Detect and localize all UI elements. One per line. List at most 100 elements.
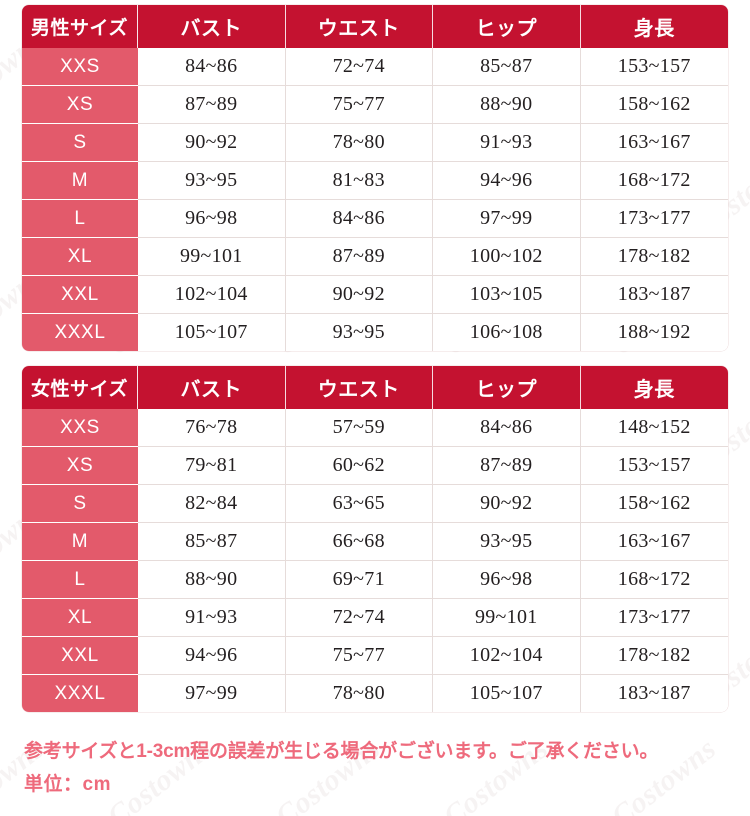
size-label-cell: XL <box>22 237 138 275</box>
measurement-cell-bust: 79~81 <box>138 446 286 484</box>
column-header-height: 身長 <box>580 366 728 409</box>
measurement-cell-bust: 91~93 <box>138 598 286 636</box>
measurement-cell-bust: 97~99 <box>138 674 286 712</box>
table-row: S 82~84 63~65 90~92 158~162 <box>22 484 728 522</box>
measurement-cell-height: 153~157 <box>580 446 728 484</box>
measurement-cell-hip: 106~108 <box>433 313 581 351</box>
column-header-bust: バスト <box>138 5 286 48</box>
size-label-cell: XL <box>22 598 138 636</box>
measurement-cell-bust: 84~86 <box>138 48 286 85</box>
table-row: XL 91~93 72~74 99~101 173~177 <box>22 598 728 636</box>
size-label-cell: XS <box>22 446 138 484</box>
table-row: XXS 84~86 72~74 85~87 153~157 <box>22 48 728 85</box>
size-table-male-header: 男性サイズ バスト ウエスト ヒップ 身長 <box>22 5 728 48</box>
measurement-cell-bust: 85~87 <box>138 522 286 560</box>
size-table-male-container: 男性サイズ バスト ウエスト ヒップ 身長 XXS 84~86 72~74 85~87… <box>22 5 728 351</box>
measurement-cell-waist: 78~80 <box>285 674 433 712</box>
measurement-cell-bust: 87~89 <box>138 85 286 123</box>
size-table-female-body: XXS 76~78 57~59 84~86 148~152 XS 79~81 60~62 87~… <box>22 409 728 712</box>
size-label-cell: XXS <box>22 409 138 446</box>
measurement-cell-height: 158~162 <box>580 85 728 123</box>
measurement-cell-hip: 93~95 <box>433 522 581 560</box>
column-header-hip: ヒップ <box>433 366 581 409</box>
measurement-cell-height: 183~187 <box>580 275 728 313</box>
table-row: XL 99~101 87~89 100~102 178~182 <box>22 237 728 275</box>
measurement-cell-height: 178~182 <box>580 636 728 674</box>
column-header-bust: バスト <box>138 366 286 409</box>
column-header-size: 男性サイズ <box>22 5 138 48</box>
measurement-cell-bust: 99~101 <box>138 237 286 275</box>
table-row: M 93~95 81~83 94~96 168~172 <box>22 161 728 199</box>
table-row: M 85~87 66~68 93~95 163~167 <box>22 522 728 560</box>
measurement-cell-waist: 93~95 <box>285 313 433 351</box>
size-label-cell: S <box>22 123 138 161</box>
footer-note: 参考サイズと1-3cm程の誤差が生じる場合がございます。ご了承ください。 単位：… <box>24 735 730 801</box>
measurement-cell-hip: 91~93 <box>433 123 581 161</box>
measurement-cell-height: 173~177 <box>580 199 728 237</box>
measurement-cell-bust: 94~96 <box>138 636 286 674</box>
measurement-cell-hip: 102~104 <box>433 636 581 674</box>
measurement-cell-hip: 96~98 <box>433 560 581 598</box>
measurement-cell-hip: 97~99 <box>433 199 581 237</box>
size-label-cell: XXL <box>22 275 138 313</box>
measurement-cell-bust: 88~90 <box>138 560 286 598</box>
measurement-cell-height: 168~172 <box>580 161 728 199</box>
measurement-cell-waist: 84~86 <box>285 199 433 237</box>
measurement-cell-bust: 82~84 <box>138 484 286 522</box>
size-label-cell: M <box>22 161 138 199</box>
measurement-cell-waist: 63~65 <box>285 484 433 522</box>
measurement-cell-hip: 100~102 <box>433 237 581 275</box>
measurement-cell-waist: 75~77 <box>285 636 433 674</box>
measurement-cell-hip: 99~101 <box>433 598 581 636</box>
column-header-waist: ウエスト <box>285 5 433 48</box>
table-row: XXL 94~96 75~77 102~104 178~182 <box>22 636 728 674</box>
measurement-cell-hip: 105~107 <box>433 674 581 712</box>
measurement-cell-waist: 87~89 <box>285 237 433 275</box>
size-label-cell: XS <box>22 85 138 123</box>
column-header-waist: ウエスト <box>285 366 433 409</box>
measurement-cell-hip: 85~87 <box>433 48 581 85</box>
unit-text: 単位：cm <box>24 774 111 795</box>
measurement-cell-height: 178~182 <box>580 237 728 275</box>
measurement-cell-height: 163~167 <box>580 522 728 560</box>
measurement-cell-bust: 76~78 <box>138 409 286 446</box>
measurement-cell-height: 168~172 <box>580 560 728 598</box>
measurement-cell-waist: 75~77 <box>285 85 433 123</box>
size-label-cell: L <box>22 199 138 237</box>
table-row: XXXL 105~107 93~95 106~108 188~192 <box>22 313 728 351</box>
measurement-cell-height: 183~187 <box>580 674 728 712</box>
measurement-cell-hip: 90~92 <box>433 484 581 522</box>
measurement-cell-hip: 84~86 <box>433 409 581 446</box>
measurement-cell-hip: 88~90 <box>433 85 581 123</box>
measurement-cell-hip: 94~96 <box>433 161 581 199</box>
table-row: XS 87~89 75~77 88~90 158~162 <box>22 85 728 123</box>
column-header-hip: ヒップ <box>433 5 581 48</box>
measurement-cell-height: 188~192 <box>580 313 728 351</box>
table-header-row: 男性サイズ バスト ウエスト ヒップ 身長 <box>22 5 728 48</box>
measurement-cell-height: 158~162 <box>580 484 728 522</box>
size-label-cell: XXXL <box>22 674 138 712</box>
table-row: XS 79~81 60~62 87~89 153~157 <box>22 446 728 484</box>
size-disclaimer-text: 参考サイズと1-3cm程の誤差が生じる場合がございます。ご了承ください。 <box>24 741 659 762</box>
measurement-cell-height: 163~167 <box>580 123 728 161</box>
measurement-cell-waist: 72~74 <box>285 48 433 85</box>
measurement-cell-waist: 57~59 <box>285 409 433 446</box>
measurement-cell-bust: 102~104 <box>138 275 286 313</box>
size-label-cell: XXL <box>22 636 138 674</box>
measurement-cell-height: 148~152 <box>580 409 728 446</box>
measurement-cell-waist: 81~83 <box>285 161 433 199</box>
size-label-cell: S <box>22 484 138 522</box>
measurement-cell-hip: 87~89 <box>433 446 581 484</box>
column-header-height: 身長 <box>580 5 728 48</box>
measurement-cell-hip: 103~105 <box>433 275 581 313</box>
size-label-cell: XXS <box>22 48 138 85</box>
measurement-cell-bust: 96~98 <box>138 199 286 237</box>
measurement-cell-bust: 90~92 <box>138 123 286 161</box>
table-row: S 90~92 78~80 91~93 163~167 <box>22 123 728 161</box>
size-label-cell: M <box>22 522 138 560</box>
measurement-cell-waist: 66~68 <box>285 522 433 560</box>
table-row: XXXL 97~99 78~80 105~107 183~187 <box>22 674 728 712</box>
table-row: XXL 102~104 90~92 103~105 183~187 <box>22 275 728 313</box>
size-table-female-container: 女性サイズ バスト ウエスト ヒップ 身長 XXS 76~78 57~59 84~86… <box>22 366 728 712</box>
